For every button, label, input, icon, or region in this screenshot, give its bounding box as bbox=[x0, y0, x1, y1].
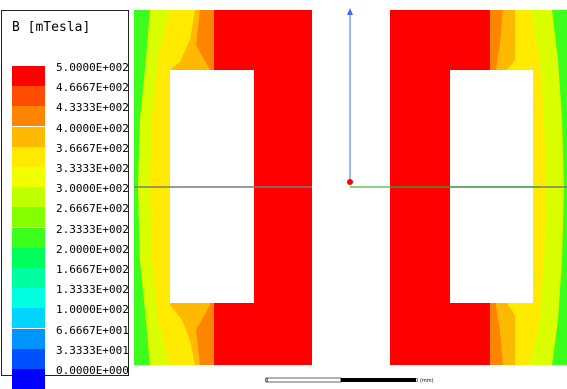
legend-swatch bbox=[12, 328, 45, 349]
legend-value-label: 3.3333E+001 bbox=[56, 343, 129, 357]
legend-value-label: 4.6667E+002 bbox=[56, 81, 129, 95]
left-outer-orange-band bbox=[150, 10, 195, 365]
legend-swatch bbox=[12, 369, 45, 389]
scale-tick-0: 0 bbox=[265, 378, 269, 384]
legend-value-label: 2.3333E+002 bbox=[56, 222, 129, 236]
field-legend: B [mTesla] 5.0000E+002 4.6667E+002 4.3333E… bbox=[1, 10, 129, 389]
legend-swatch bbox=[12, 126, 45, 147]
legend-value-label: 3.3333E+002 bbox=[56, 162, 129, 175]
legend-swatch bbox=[12, 106, 45, 127]
right-outer-green-band bbox=[552, 10, 567, 365]
scale-tick-mid: 5 bbox=[340, 378, 344, 384]
legend-value-label: 0.0000E+000 bbox=[56, 364, 129, 377]
legend-value-label: 3.0000E+002 bbox=[56, 182, 129, 196]
legend-value-label: 2.6667E+002 bbox=[56, 202, 129, 216]
origin-marker bbox=[347, 179, 353, 185]
scale-bar: 0 5 10 (mm) bbox=[262, 370, 434, 385]
legend-swatch bbox=[12, 227, 45, 248]
legend-value-label: 3.6667E+002 bbox=[56, 141, 129, 155]
legend-value-label: 1.0000E+002 bbox=[56, 303, 129, 317]
legend-title: B [mTesla] bbox=[12, 20, 91, 35]
legend-swatch bbox=[12, 207, 45, 228]
legend-swatch bbox=[12, 247, 45, 268]
legend-value-label: 4.0000E+002 bbox=[56, 121, 129, 135]
legend-swatch bbox=[12, 348, 45, 369]
scale-bar-graphic bbox=[265, 377, 416, 383]
left-outer-green-band bbox=[134, 10, 150, 365]
legend-swatch bbox=[12, 288, 45, 309]
legend-value-label: 4.3333E+002 bbox=[56, 101, 129, 115]
legend-value-label: 6.6667E+001 bbox=[56, 323, 129, 337]
legend-value-label: 1.6667E+002 bbox=[56, 263, 129, 276]
scale-tick-end: 10 (mm) bbox=[412, 378, 434, 384]
legend-value-label: 5.0000E+002 bbox=[56, 61, 129, 74]
legend-swatch bbox=[12, 146, 45, 167]
legend-swatch bbox=[12, 187, 45, 208]
legend-value-label: 2.0000E+002 bbox=[56, 242, 129, 256]
legend-swatch bbox=[12, 167, 45, 187]
left-outer-yellowgreen-band bbox=[138, 10, 170, 365]
legend-value-label: 1.3333E+002 bbox=[56, 283, 129, 297]
legend-swatch bbox=[12, 86, 45, 107]
legend-swatch bbox=[12, 268, 45, 288]
legend-swatch bbox=[12, 308, 45, 329]
legend-swatch bbox=[12, 66, 45, 86]
y-axis-arrow bbox=[347, 8, 353, 15]
